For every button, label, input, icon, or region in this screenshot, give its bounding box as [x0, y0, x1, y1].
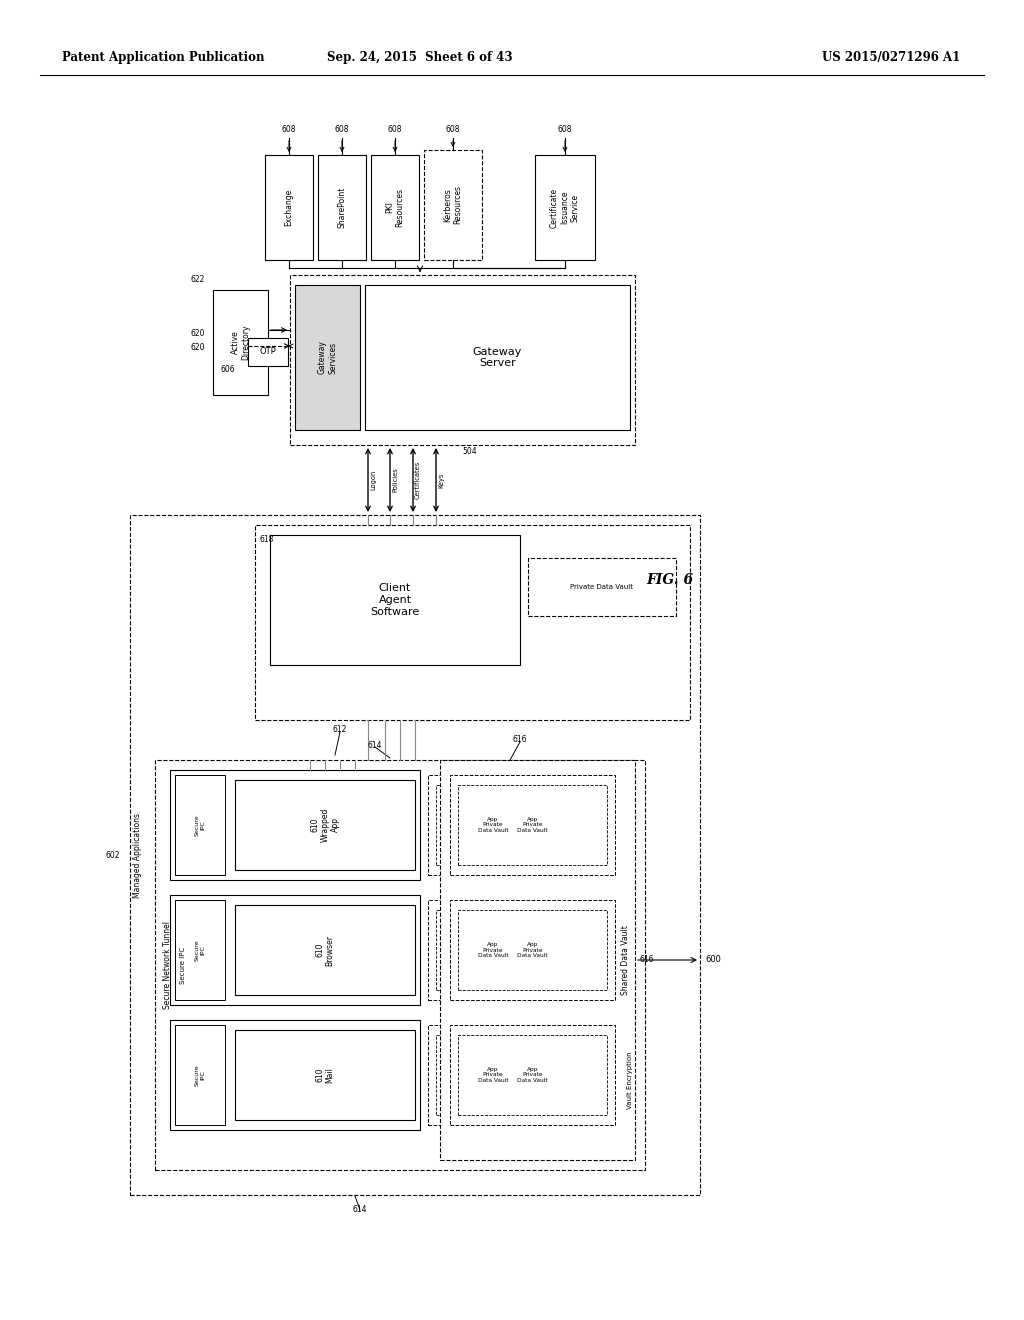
Text: 608: 608 [388, 125, 402, 135]
Text: 620: 620 [190, 343, 205, 352]
Text: App
Private
Data Vault: App Private Data Vault [517, 1067, 548, 1084]
Bar [458, 909, 607, 990]
Text: 608: 608 [445, 125, 460, 135]
Bar [213, 290, 268, 395]
Bar [175, 1026, 225, 1125]
Text: Active
Directory: Active Directory [230, 325, 250, 360]
Text: Client
Agent
Software: Client Agent Software [371, 583, 420, 616]
Bar [450, 900, 615, 1001]
Bar [175, 900, 225, 1001]
Bar [458, 785, 607, 865]
Text: 610
Mail: 610 Mail [315, 1067, 335, 1082]
Text: 610
Wrapped
App: 610 Wrapped App [310, 808, 340, 842]
Bar [458, 1035, 607, 1115]
Text: 612: 612 [333, 726, 347, 734]
Text: Secure
IPC: Secure IPC [195, 940, 206, 961]
Text: Certificate
Issuance
Service: Certificate Issuance Service [550, 187, 580, 227]
Text: 608: 608 [282, 125, 296, 135]
Bar [130, 515, 700, 1195]
Bar [450, 775, 615, 875]
Bar [170, 895, 420, 1005]
Bar [155, 760, 645, 1170]
Text: Vault Encryption: Vault Encryption [627, 1051, 633, 1109]
Text: Logon: Logon [370, 470, 376, 490]
Text: US 2015/0271296 A1: US 2015/0271296 A1 [821, 51, 961, 65]
Bar [436, 785, 550, 865]
Text: Exchange: Exchange [285, 189, 294, 226]
Text: 614: 614 [368, 741, 382, 750]
Bar [450, 1026, 615, 1125]
Bar [436, 1035, 550, 1115]
Bar [270, 535, 520, 665]
Text: App
Private
Data Vault: App Private Data Vault [517, 941, 548, 958]
Text: Gateway
Server: Gateway Server [473, 347, 522, 368]
Text: FIG. 6: FIG. 6 [646, 573, 693, 587]
Text: 620: 620 [190, 329, 205, 338]
Text: 608: 608 [558, 125, 572, 135]
Text: Certificates: Certificates [415, 461, 421, 499]
Bar [175, 775, 225, 875]
Text: 616: 616 [513, 735, 527, 744]
Text: 600: 600 [705, 956, 721, 965]
Text: Gateway
Services: Gateway Services [317, 341, 337, 375]
Text: Secure IPC: Secure IPC [180, 946, 186, 983]
Bar [428, 1026, 558, 1125]
Text: Policies: Policies [392, 467, 398, 492]
Text: Kerberos
Resources: Kerberos Resources [443, 186, 463, 224]
Text: SharePoint: SharePoint [338, 187, 346, 228]
Bar [170, 1020, 420, 1130]
Bar [170, 770, 420, 880]
Bar [428, 900, 558, 1001]
Text: App
Private
Data Vault: App Private Data Vault [477, 1067, 508, 1084]
Bar [234, 906, 415, 995]
Bar [255, 525, 690, 719]
Text: 608: 608 [335, 125, 349, 135]
Bar [234, 780, 415, 870]
Text: 504: 504 [462, 447, 476, 457]
Text: App
Private
Data Vault: App Private Data Vault [477, 817, 508, 833]
Text: 610
Browser: 610 Browser [315, 935, 335, 965]
Text: Sep. 24, 2015  Sheet 6 of 43: Sep. 24, 2015 Sheet 6 of 43 [328, 51, 513, 65]
Bar [248, 338, 288, 366]
Bar [428, 775, 558, 875]
Bar [295, 285, 360, 430]
Text: Patent Application Publication: Patent Application Publication [62, 51, 264, 65]
Text: 606: 606 [220, 366, 234, 375]
Text: 614: 614 [352, 1205, 368, 1214]
Text: Keys: Keys [438, 473, 444, 487]
Text: Secure
IPC: Secure IPC [195, 1064, 206, 1086]
Text: PKI
Resources: PKI Resources [385, 187, 404, 227]
Bar [424, 150, 482, 260]
Text: 616: 616 [640, 956, 654, 965]
Text: Secure Network Tunnel: Secure Network Tunnel [163, 921, 171, 1008]
Text: Private Data Vault: Private Data Vault [570, 583, 634, 590]
Bar [440, 760, 635, 1160]
Text: Managed Applications: Managed Applications [133, 813, 142, 898]
Text: App
Private
Data Vault: App Private Data Vault [517, 817, 548, 833]
Bar [265, 154, 313, 260]
Text: 602: 602 [105, 850, 120, 859]
Bar [528, 558, 676, 616]
Text: 618: 618 [260, 536, 274, 544]
Text: 622: 622 [190, 276, 205, 285]
Text: OTP: OTP [260, 347, 276, 356]
Bar [290, 275, 635, 445]
Bar [436, 909, 550, 990]
Bar [535, 154, 595, 260]
Text: Shared Data Vault: Shared Data Vault [621, 925, 630, 995]
Bar [318, 154, 366, 260]
Text: App
Private
Data Vault: App Private Data Vault [477, 941, 508, 958]
Bar [365, 285, 630, 430]
Bar [234, 1030, 415, 1119]
Text: Secure
IPC: Secure IPC [195, 814, 206, 836]
Bar [371, 154, 419, 260]
